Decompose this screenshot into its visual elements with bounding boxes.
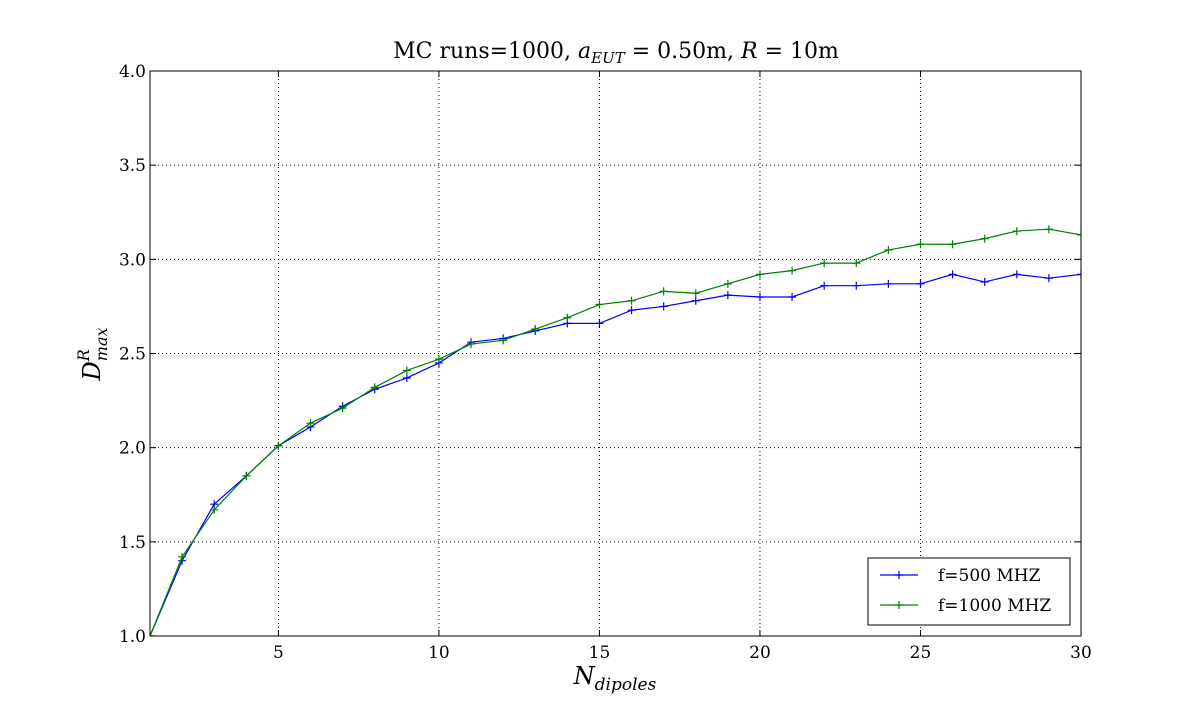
data-point-marker bbox=[1044, 274, 1053, 283]
data-point-marker bbox=[1012, 227, 1021, 236]
y-axis-label-superscript: R bbox=[74, 349, 93, 362]
data-point-marker bbox=[820, 281, 829, 290]
chart-title: MC runs=1000, aEUT = 0.50m, R = 10m bbox=[393, 39, 839, 67]
data-point-marker bbox=[788, 266, 797, 275]
data-point-marker bbox=[402, 373, 411, 382]
data-point-marker bbox=[820, 259, 829, 268]
data-point-marker bbox=[659, 287, 668, 296]
data-point-marker bbox=[948, 240, 957, 249]
y-axis-label: DRmax bbox=[74, 327, 111, 381]
data-point-marker bbox=[916, 279, 925, 288]
x-axis-label: Ndipoles bbox=[573, 662, 657, 695]
x-tick-label: 5 bbox=[273, 643, 284, 663]
data-point-marker bbox=[755, 270, 764, 279]
data-point-marker bbox=[948, 270, 957, 279]
x-tick-label: 25 bbox=[910, 643, 932, 663]
x-axis-label-subscript: dipoles bbox=[595, 675, 657, 695]
data-point-marker bbox=[691, 289, 700, 298]
legend-entry: f=500 MHZ bbox=[880, 566, 1041, 586]
y-tick-label: 1.5 bbox=[119, 533, 146, 553]
data-point-marker bbox=[467, 340, 476, 349]
legend: f=500 MHZ f=1000 MHZ bbox=[867, 557, 1071, 626]
data-point-marker bbox=[499, 336, 508, 345]
data-point-marker bbox=[723, 279, 732, 288]
data-point-marker bbox=[884, 279, 893, 288]
title-prefix: MC runs=1000, bbox=[393, 39, 578, 64]
data-point-marker bbox=[755, 293, 764, 301]
series-line bbox=[150, 228, 1081, 636]
series-lines bbox=[150, 225, 1081, 636]
legend-label: f=1000 MHZ bbox=[938, 596, 1051, 616]
y-axis-label-subscript: max bbox=[92, 327, 111, 361]
axis-ticks: 5 10 15 20 25 30 1.0 1.5 2.0 2.5 3.0 3.5 4.0 bbox=[119, 62, 1092, 663]
legend-marker bbox=[895, 571, 903, 579]
data-point-marker bbox=[627, 306, 636, 315]
y-tick-label: 2.5 bbox=[119, 345, 146, 365]
data-point-marker bbox=[659, 302, 668, 311]
data-point-marker bbox=[563, 313, 572, 322]
data-point-marker bbox=[627, 296, 636, 305]
data-point-marker bbox=[595, 319, 604, 328]
legend-label: f=500 MHZ bbox=[938, 566, 1041, 586]
y-axis-label-base: D bbox=[78, 361, 106, 381]
data-point-marker bbox=[1044, 225, 1053, 234]
data-point-marker bbox=[723, 291, 732, 300]
series-line bbox=[150, 273, 1081, 636]
y-tick-label: 4.0 bbox=[119, 62, 146, 82]
data-point-marker bbox=[274, 441, 283, 450]
data-point-marker bbox=[916, 240, 925, 249]
data-point-marker bbox=[434, 355, 443, 364]
data-point-marker bbox=[531, 325, 540, 334]
x-tick-label: 10 bbox=[428, 643, 450, 663]
x-tick-label: 30 bbox=[1070, 643, 1092, 663]
y-tick-label: 2.0 bbox=[119, 439, 146, 459]
data-point-marker bbox=[242, 471, 251, 480]
data-point-marker bbox=[691, 296, 700, 305]
grid-lines bbox=[150, 71, 1081, 636]
title-r-value: = 10m bbox=[758, 39, 839, 64]
data-point-marker bbox=[884, 245, 893, 254]
y-tick-label: 3.5 bbox=[119, 156, 146, 176]
series-2 bbox=[150, 225, 1081, 636]
title-r-symbol: R bbox=[740, 39, 758, 64]
data-point-marker bbox=[178, 552, 187, 561]
data-point-marker bbox=[852, 281, 861, 290]
data-point-marker bbox=[370, 383, 379, 392]
x-tick-label: 20 bbox=[749, 643, 771, 663]
y-tick-label: 1.0 bbox=[119, 627, 146, 647]
title-a-subscript: EUT bbox=[590, 49, 626, 67]
data-point-marker bbox=[788, 293, 797, 301]
plot-frame bbox=[149, 70, 1082, 637]
data-point-marker bbox=[1077, 230, 1081, 239]
data-point-marker bbox=[1077, 270, 1081, 279]
title-a-value: = 0.50m, bbox=[625, 39, 741, 64]
x-axis-label-base: N bbox=[573, 662, 596, 690]
data-point-marker bbox=[210, 505, 219, 514]
data-point-marker bbox=[306, 419, 315, 428]
title-a-symbol: a bbox=[578, 39, 591, 64]
x-tick-label: 15 bbox=[589, 643, 611, 663]
legend-marker bbox=[895, 601, 903, 609]
data-point-marker bbox=[338, 404, 347, 413]
series-1 bbox=[150, 270, 1081, 636]
data-point-marker bbox=[852, 259, 861, 268]
legend-entry: f=1000 MHZ bbox=[880, 596, 1051, 616]
legend-box bbox=[867, 557, 1071, 626]
data-point-marker bbox=[402, 366, 411, 375]
y-tick-label: 3.0 bbox=[119, 250, 146, 270]
data-point-marker bbox=[980, 234, 989, 243]
data-point-marker bbox=[980, 277, 989, 286]
data-point-marker bbox=[1012, 270, 1021, 279]
data-point-marker bbox=[595, 300, 604, 309]
